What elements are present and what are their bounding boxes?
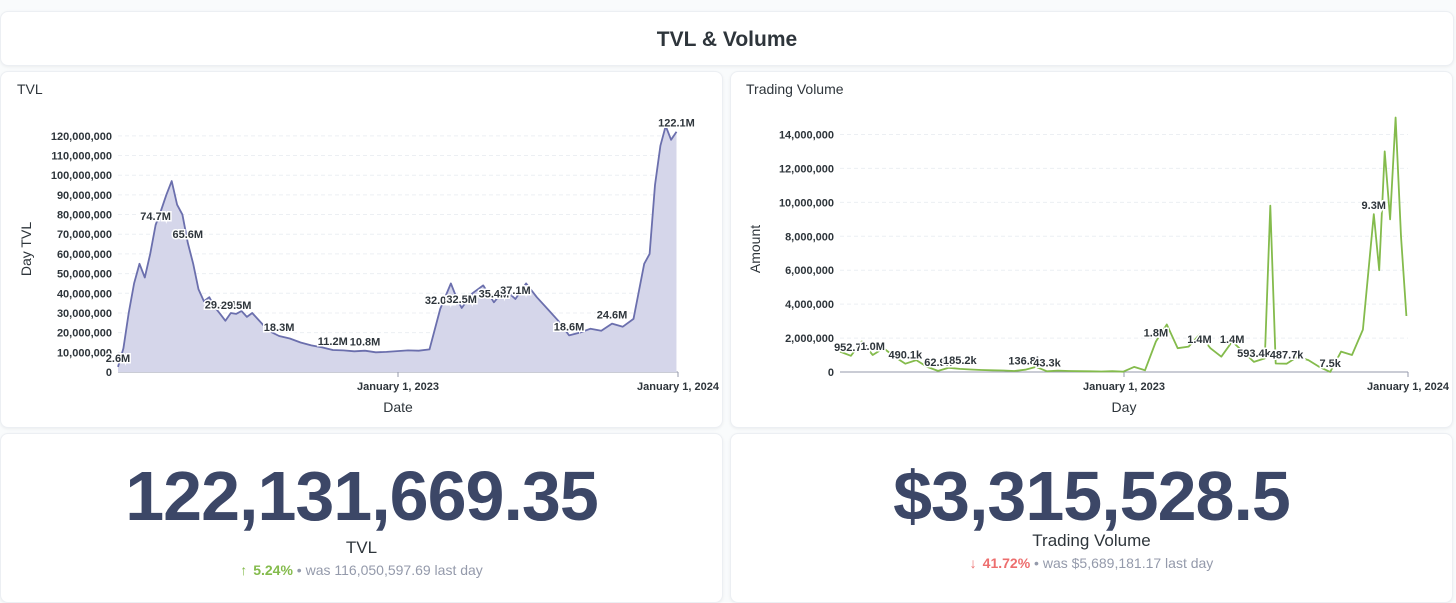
x-axis-label: Day [1112, 399, 1137, 415]
y-tick-label: 0 [828, 367, 834, 379]
data-label: 18.6M [554, 321, 585, 333]
data-label: 74.7M [140, 211, 171, 223]
x-tick-label: January 1, 2024 [1367, 381, 1450, 393]
tvl-chart: 0 10,000,000 20,000,000 30,000,000 40,000,00… [1, 72, 722, 427]
arrow-down-icon: ↓ [970, 555, 977, 571]
y-tick-label: 60,000,000 [57, 249, 112, 261]
y-tick-label: 30,000,000 [57, 308, 112, 320]
y-tick-label: 4,000,000 [785, 299, 834, 311]
tvl-label: TVL [1, 538, 722, 558]
y-tick-label: 20,000,000 [57, 328, 112, 340]
data-label: 2.6M [106, 353, 130, 365]
y-tick-label: 6,000,000 [785, 265, 834, 277]
data-label: 7.5k [1319, 358, 1341, 370]
tvl-delta: ↑ 5.24% • was 116,050,597.69 last day [1, 562, 722, 578]
y-tick-label: 100,000,000 [51, 170, 112, 182]
volume-previous: was $5,689,181.17 last day [1043, 555, 1213, 571]
data-label: 487.7k [1270, 350, 1305, 362]
volume-value: $3,315,528.5 [731, 456, 1452, 536]
y-tick-label: 80,000,000 [57, 210, 112, 222]
y-tick-label: 10,000,000 [779, 197, 834, 209]
y-tick-label: 0 [106, 367, 112, 379]
data-label: 11.2M [318, 336, 348, 348]
volume-number-card[interactable]: $3,315,528.5 Trading Volume ↓ 41.72% • wa… [730, 433, 1453, 603]
data-label: 43.3k [1033, 357, 1061, 369]
separator-dot: • [297, 562, 302, 578]
x-tick-label: January 1, 2023 [1083, 381, 1165, 393]
y-tick-label: 40,000,000 [57, 288, 112, 300]
y-axis-label: Day TVL [18, 222, 34, 276]
x-tick-label: January 1, 2023 [357, 381, 439, 393]
y-tick-label: 2,000,000 [785, 333, 834, 345]
y-tick-label: 12,000,000 [779, 163, 834, 175]
volume-delta: ↓ 41.72% • was $5,689,181.17 last day [731, 555, 1452, 571]
data-label: 1.4M [1220, 334, 1244, 346]
y-tick-label: 50,000,000 [57, 269, 112, 281]
data-label: 122.1M [658, 118, 695, 130]
data-label: 18.3M [264, 322, 295, 334]
data-label: 37.1M [500, 285, 531, 297]
arrow-up-icon: ↑ [240, 562, 247, 578]
data-label: 1.8M [1144, 327, 1168, 339]
y-tick-label: 70,000,000 [57, 229, 112, 241]
tvl-number-card[interactable]: 122,131,669.35 TVL ↑ 5.24% • was 116,050,… [0, 433, 723, 603]
data-label: 65.6M [173, 229, 204, 241]
y-tick-label: 14,000,000 [779, 129, 834, 141]
area-fill [118, 126, 677, 372]
tvl-value: 122,131,669.35 [1, 456, 722, 536]
y-tick-label: 110,000,000 [51, 151, 112, 163]
tvl-change-pct: 5.24% [253, 562, 293, 578]
series-line [840, 118, 1406, 372]
volume-chart: 0 2,000,000 4,000,000 6,000,000 8,000,000 10,… [731, 72, 1452, 427]
data-label: 29.5M [221, 300, 252, 312]
data-label: 185.2k [943, 355, 978, 367]
volume-label: Trading Volume [731, 531, 1452, 551]
data-label: 24.6M [597, 310, 628, 322]
volume-change-pct: 41.72% [983, 555, 1030, 571]
data-label: 9.3M [1362, 200, 1386, 212]
y-tick-label: 120,000,000 [51, 131, 112, 143]
data-label: 10.8M [350, 337, 381, 349]
x-axis-label: Date [383, 399, 413, 415]
dashboard-title-card: TVL & Volume [0, 11, 1454, 66]
x-tick-label: January 1, 2024 [637, 381, 720, 393]
data-label: 1.0M [860, 341, 884, 353]
data-label: 593.4k [1237, 348, 1272, 360]
y-tick-label: 90,000,000 [57, 190, 112, 202]
data-label: 1.4M [1187, 334, 1211, 346]
data-label: 490.1k [889, 350, 924, 362]
y-axis-label: Amount [747, 225, 763, 273]
y-tick-label: 10,000,000 [57, 347, 112, 359]
y-tick-label: 8,000,000 [785, 231, 834, 243]
separator-dot: • [1034, 555, 1039, 571]
data-label: 32.5M [446, 294, 477, 306]
dashboard-title: TVL & Volume [1, 12, 1453, 67]
tvl-previous: was 116,050,597.69 last day [306, 562, 483, 578]
